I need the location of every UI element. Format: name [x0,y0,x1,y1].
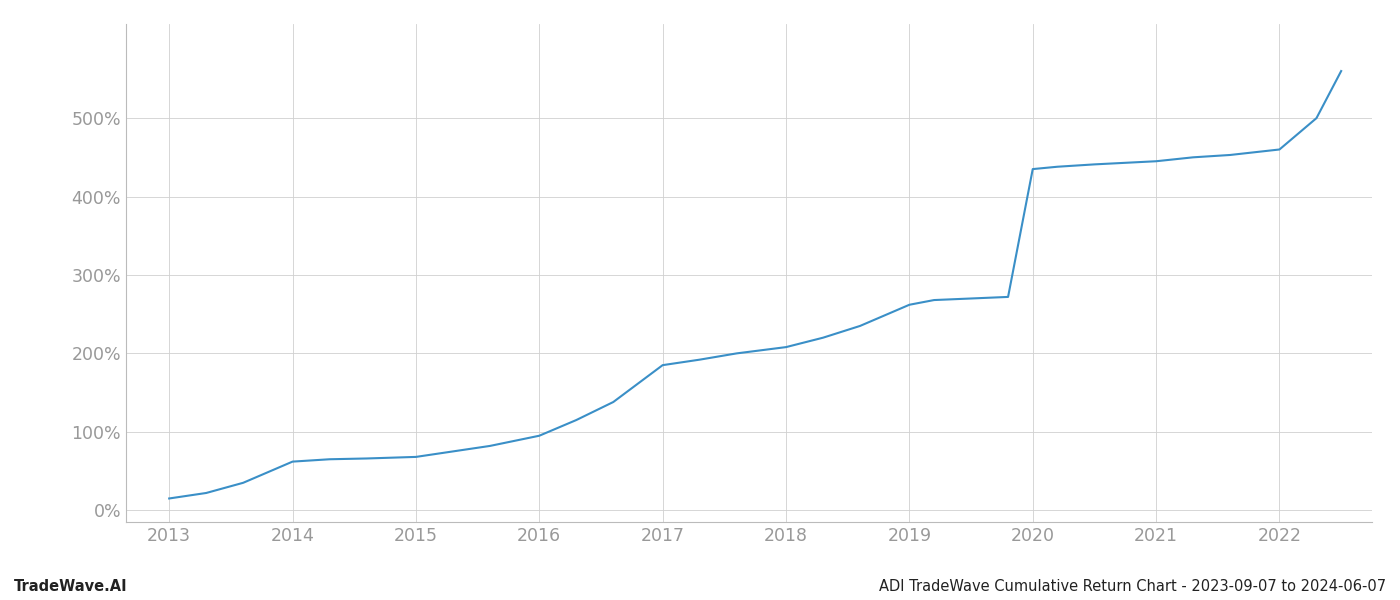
Text: ADI TradeWave Cumulative Return Chart - 2023-09-07 to 2024-06-07: ADI TradeWave Cumulative Return Chart - … [879,579,1386,594]
Text: TradeWave.AI: TradeWave.AI [14,579,127,594]
